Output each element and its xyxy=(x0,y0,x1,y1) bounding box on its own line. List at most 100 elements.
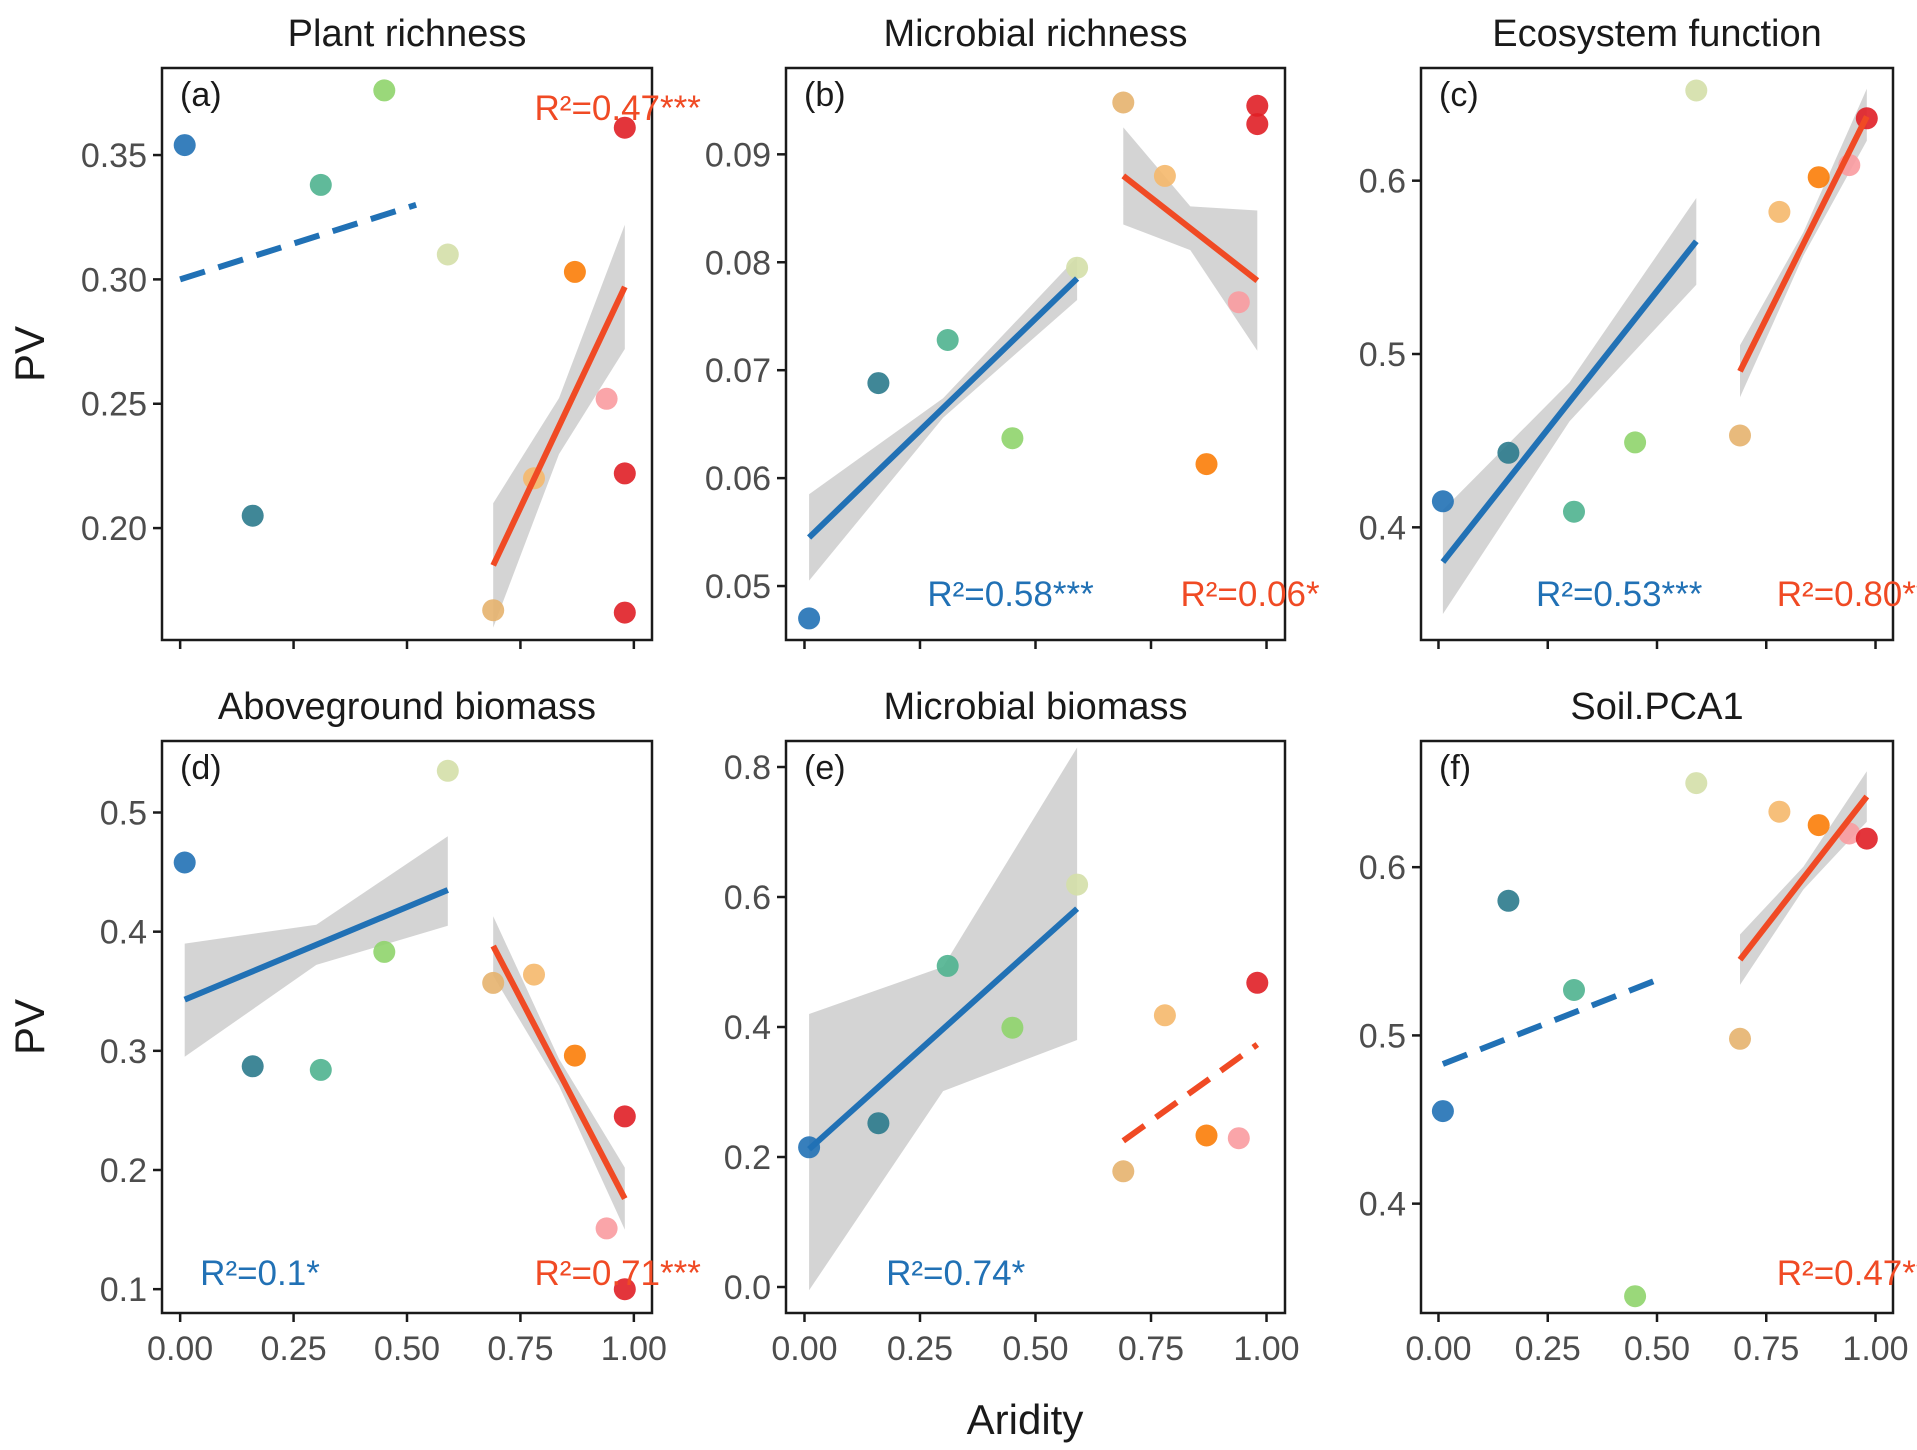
data-point xyxy=(1729,424,1751,447)
data-point xyxy=(1729,1027,1751,1050)
y-axis-title: PV xyxy=(6,326,53,382)
panel-e: Microbial biomass 0.0 0.2 0.4 0.6 0.8 0.00 0.25… xyxy=(724,686,1300,1368)
data-point xyxy=(613,1278,636,1301)
data-point xyxy=(373,940,396,963)
x-tick-label: 1.00 xyxy=(601,1330,667,1368)
panel-frame xyxy=(160,739,654,1315)
fit-line-low xyxy=(807,276,1080,540)
x-tick-label: 0.25 xyxy=(1515,1330,1581,1368)
data-point xyxy=(1195,453,1218,476)
data-point xyxy=(241,1055,264,1078)
fit-line-low xyxy=(183,887,449,1003)
y-axis-title: PV xyxy=(6,999,53,1055)
data-point xyxy=(436,759,459,782)
y-tick-label: 0.35 xyxy=(81,137,147,175)
fit-line-high xyxy=(1737,794,1870,962)
y-tick-label: 0.09 xyxy=(705,136,771,174)
fit-line-high xyxy=(1121,173,1260,283)
confidence-band-high xyxy=(1123,127,1258,351)
x-tick-label: 0.75 xyxy=(1733,1330,1799,1368)
data-point xyxy=(1624,1285,1647,1308)
panel-title: Ecosystem function xyxy=(1492,13,1821,55)
y-tick-label: 0.30 xyxy=(81,261,147,299)
y-tick-label: 0.07 xyxy=(705,352,771,390)
r-squared-label: R²=0.53*** xyxy=(1536,575,1703,614)
r-squared-label: R²=0.58*** xyxy=(927,575,1094,614)
x-tick-label: 0.25 xyxy=(260,1330,326,1368)
fit-line-high xyxy=(490,285,628,567)
fit-line-low xyxy=(1441,973,1667,1067)
r-squared-label: R²=0.80*** xyxy=(1777,575,1917,614)
x-tick-label: 0.25 xyxy=(887,1330,953,1368)
panel-title: Aboveground biomass xyxy=(218,686,596,728)
data-point xyxy=(867,1112,890,1135)
data-point xyxy=(482,971,505,994)
data-point xyxy=(241,504,264,527)
data-point xyxy=(1153,164,1176,187)
data-point xyxy=(1001,1016,1024,1039)
panel-tag: (f) xyxy=(1439,749,1471,787)
y-tick-label: 0.5 xyxy=(1359,336,1406,374)
data-point xyxy=(613,601,636,624)
data-point xyxy=(1227,291,1250,314)
y-tick-label: 0.6 xyxy=(724,879,771,917)
y-tick-label: 0.25 xyxy=(81,386,147,424)
y-tick-label: 0.1 xyxy=(100,1271,147,1309)
y-tick-label: 0.08 xyxy=(705,244,771,282)
y-tick-label: 0.4 xyxy=(1359,1186,1406,1224)
x-tick-label: 1.00 xyxy=(1842,1330,1908,1368)
x-axis-title: Aridity xyxy=(967,1396,1084,1443)
data-point xyxy=(373,79,396,102)
panel-tag: (d) xyxy=(180,749,222,787)
confidence-band-low xyxy=(809,256,1078,581)
data-point xyxy=(523,963,545,986)
r-squared-label: R²=0.71*** xyxy=(535,1254,702,1293)
data-point xyxy=(613,116,636,139)
x-tick-label: 0.75 xyxy=(1118,1330,1184,1368)
data-point xyxy=(482,599,505,622)
panel-tag: (c) xyxy=(1439,76,1479,114)
data-point xyxy=(1246,971,1269,994)
data-point xyxy=(1768,800,1791,823)
y-tick-label: 0.06 xyxy=(705,460,771,498)
y-tick-label: 0.4 xyxy=(100,914,147,952)
data-point xyxy=(563,260,586,283)
r-squared-label: R²=0.74* xyxy=(886,1254,1025,1293)
data-point xyxy=(1563,979,1585,1001)
panel-title: Plant richness xyxy=(288,13,527,55)
fit-line-low xyxy=(179,201,418,283)
fit-line-high xyxy=(490,944,628,1200)
r-squared-label: R²=0.47*** xyxy=(535,89,702,128)
data-point xyxy=(595,1217,618,1240)
x-tick-label: 0.00 xyxy=(1405,1330,1471,1368)
y-tick-label: 0.05 xyxy=(705,568,771,606)
data-point xyxy=(1624,431,1647,454)
data-point xyxy=(563,1044,586,1067)
data-point xyxy=(173,134,196,157)
y-tick-label: 0.4 xyxy=(1359,509,1406,547)
r-squared-label: R²=0.06* xyxy=(1181,575,1320,614)
panel-title: Microbial richness xyxy=(883,13,1187,55)
r-squared-label: R²=0.47*** xyxy=(1777,1254,1917,1293)
data-point xyxy=(309,173,332,196)
panel-frame xyxy=(784,66,1287,642)
fit-line-low xyxy=(1440,239,1699,564)
panel-title: Soil.PCA1 xyxy=(1570,686,1743,728)
y-tick-label: 0.4 xyxy=(724,1009,771,1047)
data-point xyxy=(1195,1124,1218,1147)
data-point xyxy=(613,462,636,485)
y-tick-label: 0.20 xyxy=(81,510,147,548)
x-tick-label: 0.50 xyxy=(1624,1330,1690,1368)
data-point xyxy=(309,1058,332,1081)
x-tick-label: 0.50 xyxy=(1002,1330,1068,1368)
x-tick-label: 0.00 xyxy=(147,1330,213,1368)
y-tick-label: 0.5 xyxy=(1359,1017,1406,1055)
panel-frame xyxy=(1419,66,1895,642)
y-tick-label: 0.5 xyxy=(100,795,147,833)
y-tick-label: 0.8 xyxy=(724,749,771,787)
data-point xyxy=(1807,166,1830,189)
data-point xyxy=(1768,200,1791,223)
panel-tag: (a) xyxy=(180,76,222,114)
data-point xyxy=(1112,1160,1135,1183)
